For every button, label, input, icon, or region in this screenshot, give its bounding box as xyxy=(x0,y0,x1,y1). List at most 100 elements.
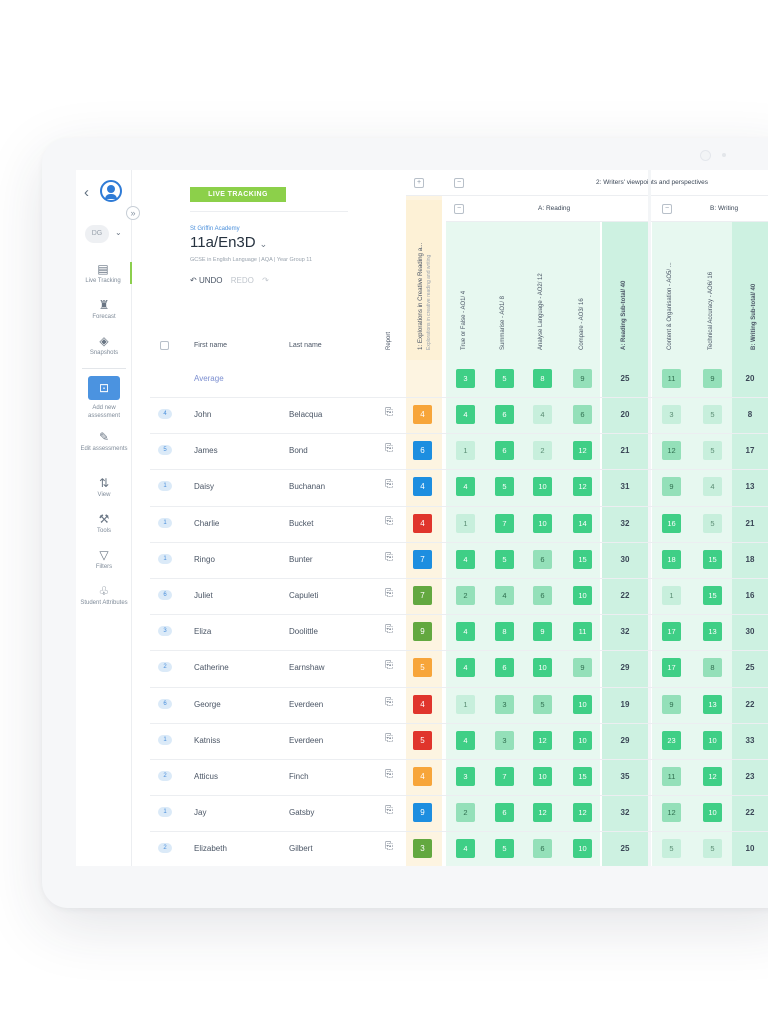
attribute-badge[interactable]: 2 xyxy=(158,771,172,781)
attribute-badge[interactable]: 1 xyxy=(158,553,172,564)
report-icon[interactable]: ⎘ xyxy=(385,407,393,418)
reading-score[interactable]: 5 xyxy=(495,477,514,497)
writing-score[interactable]: 4 xyxy=(703,477,722,497)
writing-score[interactable]: 9 xyxy=(662,694,681,714)
grade-cell[interactable]: 5 xyxy=(413,730,432,750)
writing-score[interactable]: 12 xyxy=(703,767,722,786)
report-icon[interactable]: ⎘ xyxy=(385,443,393,455)
nav-edit-assessments[interactable]: ✎ Edit assessments xyxy=(76,430,132,452)
reading-score[interactable]: 9 xyxy=(573,658,592,678)
writing-score[interactable]: 8 xyxy=(703,658,722,678)
undo-button[interactable]: UNDO xyxy=(198,276,223,285)
collapse-group-toggle[interactable]: − xyxy=(454,178,464,188)
reading-score[interactable]: 4 xyxy=(456,839,475,859)
table-row[interactable]: 1 Jay Gatsby xyxy=(150,795,380,831)
writing-score[interactable]: 5 xyxy=(703,839,722,859)
writing-score[interactable]: 15 xyxy=(703,549,722,569)
collapse-reading-toggle[interactable]: − xyxy=(454,204,464,214)
reading-score[interactable]: 1 xyxy=(456,694,475,714)
reading-score[interactable]: 10 xyxy=(533,513,552,533)
reading-score[interactable]: 6 xyxy=(495,405,514,424)
reading-score[interactable]: 12 xyxy=(533,730,552,750)
reading-score[interactable]: 10 xyxy=(533,477,552,497)
writing-score[interactable]: 3 xyxy=(662,405,681,424)
table-row[interactable]: 1 Katniss Everdeen xyxy=(150,723,380,759)
redo-icon[interactable]: ↷ xyxy=(262,276,269,285)
grade-cell[interactable]: 5 xyxy=(413,658,432,678)
attribute-badge[interactable]: 2 xyxy=(158,843,172,854)
reading-score[interactable]: 4 xyxy=(456,477,475,497)
grade-cell[interactable]: 6 xyxy=(413,441,432,461)
attribute-badge[interactable]: 6 xyxy=(158,590,172,600)
table-row[interactable]: 1 Daisy Buchanan xyxy=(150,469,380,505)
report-icon[interactable]: ⎘ xyxy=(385,551,393,563)
writing-score[interactable]: 5 xyxy=(703,513,722,533)
reading-score[interactable]: 6 xyxy=(573,405,592,424)
report-icon[interactable]: ⎘ xyxy=(385,515,393,527)
reading-score[interactable]: 5 xyxy=(533,694,552,714)
grade-cell[interactable]: 3 xyxy=(413,839,432,859)
reading-score[interactable]: 3 xyxy=(495,730,514,750)
grade-cell[interactable]: 4 xyxy=(413,694,432,714)
report-icon[interactable]: ⎘ xyxy=(385,696,393,708)
writing-score[interactable]: 10 xyxy=(703,730,722,750)
report-icon[interactable]: ⎘ xyxy=(385,588,393,599)
report-icon[interactable]: ⎘ xyxy=(385,660,393,672)
table-row[interactable]: 6 Juliet Capuleti xyxy=(150,578,380,614)
nav-filters[interactable]: ▽ Filters xyxy=(76,548,132,570)
reading-score[interactable]: 9 xyxy=(533,622,552,642)
table-row[interactable]: 6 George Everdeen xyxy=(150,687,380,723)
reading-score[interactable]: 6 xyxy=(495,658,514,678)
grade-cell[interactable]: 4 xyxy=(413,477,432,497)
nav-view[interactable]: ⇅ View xyxy=(76,476,132,498)
reading-score[interactable]: 15 xyxy=(573,767,592,786)
reading-score[interactable]: 10 xyxy=(573,730,592,750)
nav-live-tracking[interactable]: ▤ Live Tracking xyxy=(76,262,132,284)
expand-grade-column-toggle[interactable]: + xyxy=(414,178,424,188)
writing-score[interactable]: 10 xyxy=(703,803,722,823)
reading-score[interactable]: 5 xyxy=(495,839,514,859)
add-assessment-button[interactable]: ⊡ xyxy=(88,376,120,400)
reading-score[interactable]: 1 xyxy=(456,441,475,461)
reading-score[interactable]: 3 xyxy=(456,767,475,786)
writing-score[interactable]: 5 xyxy=(662,839,681,859)
attribute-badge[interactable]: 1 xyxy=(158,807,172,818)
user-avatar-icon[interactable] xyxy=(100,180,122,202)
reading-score[interactable]: 7 xyxy=(495,513,514,533)
select-all-checkbox[interactable] xyxy=(160,341,169,350)
chevron-down-icon[interactable]: ⌄ xyxy=(115,228,122,237)
grade-cell[interactable]: 4 xyxy=(413,767,432,786)
class-selector[interactable]: 11a/En3D ⌄ xyxy=(190,234,267,251)
writing-score[interactable]: 18 xyxy=(662,549,681,569)
writing-score[interactable]: 1 xyxy=(662,586,681,605)
writing-score[interactable]: 12 xyxy=(662,803,681,823)
reading-score[interactable]: 4 xyxy=(456,405,475,424)
table-row[interactable]: 2 Atticus Finch xyxy=(150,759,380,795)
attribute-badge[interactable]: 1 xyxy=(158,517,172,528)
writing-score[interactable]: 9 xyxy=(662,477,681,497)
reading-score[interactable]: 12 xyxy=(573,441,592,461)
reading-score[interactable]: 6 xyxy=(533,549,552,569)
table-row[interactable]: 2 Elizabeth Gilbert xyxy=(150,831,380,866)
grade-cell[interactable]: 9 xyxy=(413,622,432,642)
reading-score[interactable]: 4 xyxy=(533,405,552,424)
undo-icon[interactable]: ↶ xyxy=(190,276,197,285)
attribute-badge[interactable]: 1 xyxy=(158,734,172,745)
collapse-writing-toggle[interactable]: − xyxy=(662,204,672,214)
report-icon[interactable]: ⎘ xyxy=(385,732,393,744)
reading-score[interactable]: 2 xyxy=(533,441,552,461)
reading-score[interactable]: 6 xyxy=(495,441,514,461)
nav-student-attributes[interactable]: ♧ Student Attributes xyxy=(76,584,132,606)
reading-score[interactable]: 14 xyxy=(573,513,592,533)
reading-score[interactable]: 10 xyxy=(573,694,592,714)
writing-score[interactable]: 17 xyxy=(662,622,681,642)
table-row[interactable]: 1 Ringo Bunter xyxy=(150,542,380,578)
table-row[interactable]: 2 Catherine Earnshaw xyxy=(150,650,380,686)
grade-cell[interactable]: 9 xyxy=(413,803,432,823)
writing-score[interactable]: 15 xyxy=(703,586,722,605)
reading-score[interactable]: 4 xyxy=(495,586,514,605)
grade-cell[interactable]: 7 xyxy=(413,549,432,569)
nav-forecast[interactable]: ♜ Forecast xyxy=(76,298,132,320)
reading-score[interactable]: 12 xyxy=(573,477,592,497)
reading-score[interactable]: 8 xyxy=(495,622,514,642)
